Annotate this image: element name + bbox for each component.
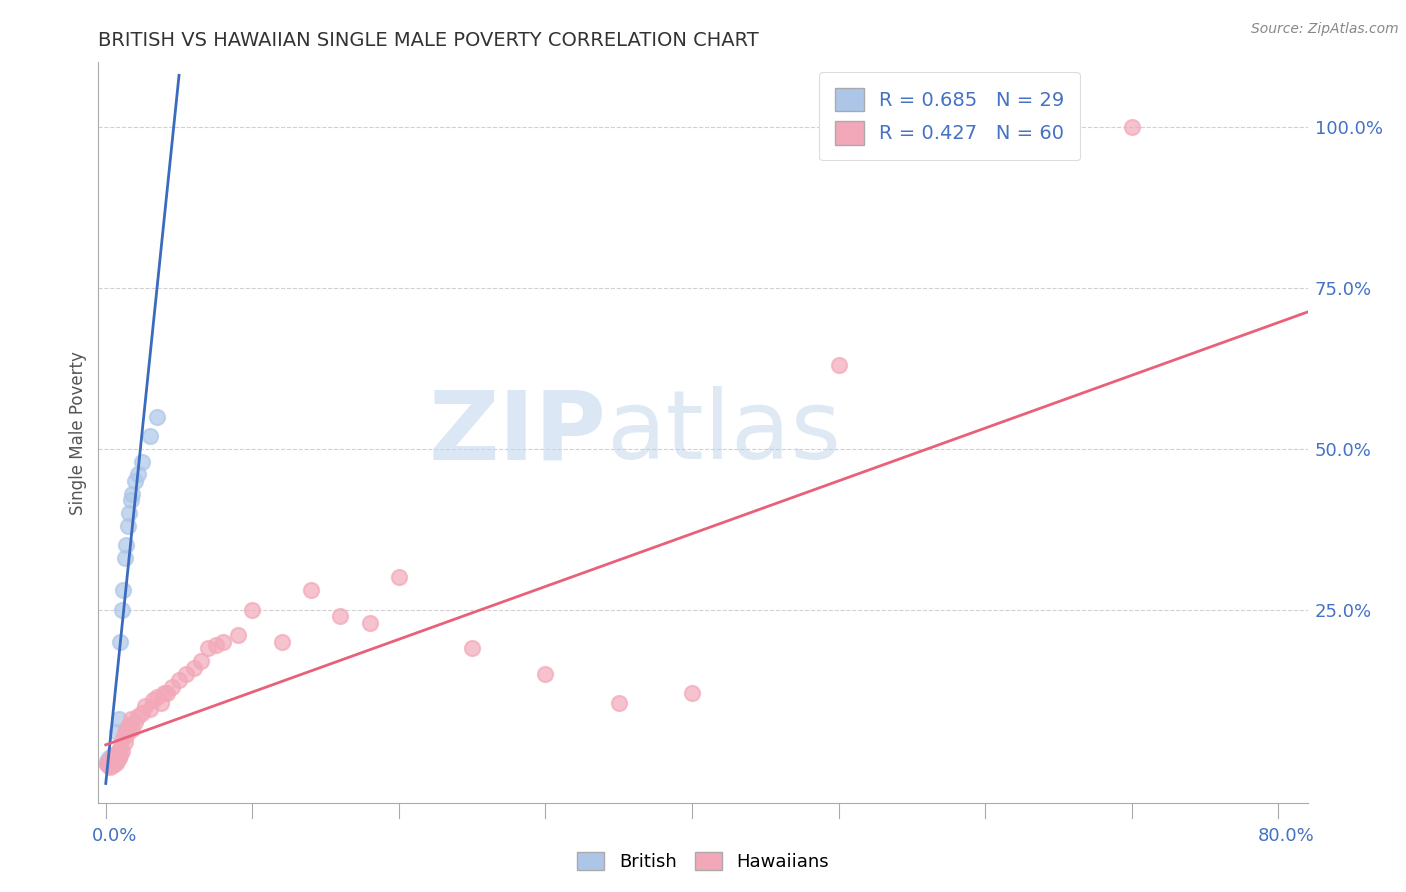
Point — [105, 756, 128, 770]
Point — [96, 757, 118, 772]
Point — [120, 493, 142, 508]
Point — [101, 747, 124, 762]
Point — [96, 757, 118, 772]
Point — [110, 741, 132, 756]
Point — [117, 718, 139, 732]
Text: 80.0%: 80.0% — [1258, 827, 1315, 845]
Point — [98, 756, 121, 770]
Point — [146, 690, 169, 704]
Point — [131, 706, 153, 720]
Point — [160, 680, 183, 694]
Point — [121, 487, 143, 501]
Point — [176, 667, 198, 681]
Point — [197, 641, 219, 656]
Text: atlas: atlas — [606, 386, 841, 479]
Point — [134, 699, 156, 714]
Point — [98, 752, 121, 766]
Point — [108, 750, 131, 764]
Point — [117, 725, 139, 739]
Point — [114, 551, 136, 566]
Point — [150, 696, 173, 710]
Point — [118, 722, 141, 736]
Point — [124, 715, 146, 730]
Point — [97, 754, 120, 768]
Point — [98, 754, 121, 768]
Point — [111, 602, 134, 616]
Point — [100, 757, 122, 772]
Point — [105, 747, 128, 762]
Point — [100, 749, 122, 764]
Point — [110, 635, 132, 649]
Point — [107, 754, 129, 768]
Point — [153, 686, 176, 700]
Point — [388, 570, 411, 584]
Point — [117, 519, 139, 533]
Point — [105, 750, 128, 764]
Point — [103, 750, 125, 764]
Point — [103, 747, 125, 762]
Point — [121, 722, 143, 736]
Point — [299, 583, 322, 598]
Point — [167, 673, 190, 688]
Legend: British, Hawaiians: British, Hawaiians — [569, 845, 837, 879]
Point — [97, 758, 120, 772]
Point — [103, 754, 125, 768]
Point — [101, 752, 124, 766]
Point — [124, 474, 146, 488]
Point — [127, 709, 149, 723]
Point — [138, 429, 160, 443]
Point — [103, 754, 125, 768]
Point — [118, 506, 141, 520]
Point — [114, 734, 136, 748]
Point — [142, 693, 165, 707]
Point — [607, 696, 630, 710]
Point — [212, 635, 235, 649]
Point — [183, 660, 205, 674]
Point — [1121, 120, 1143, 134]
Legend: R = 0.685   N = 29, R = 0.427   N = 60: R = 0.685 N = 29, R = 0.427 N = 60 — [820, 72, 1080, 161]
Point — [101, 757, 124, 772]
Y-axis label: Single Male Poverty: Single Male Poverty — [69, 351, 87, 515]
Point — [114, 725, 136, 739]
Point — [127, 467, 149, 482]
Text: 0.0%: 0.0% — [91, 827, 136, 845]
Point — [226, 628, 249, 642]
Point — [461, 641, 484, 656]
Point — [101, 758, 124, 772]
Point — [204, 638, 226, 652]
Text: Source: ZipAtlas.com: Source: ZipAtlas.com — [1251, 22, 1399, 37]
Point — [146, 409, 169, 424]
Point — [827, 358, 849, 372]
Point — [112, 583, 135, 598]
Point — [110, 747, 132, 762]
Point — [108, 712, 131, 726]
Point — [108, 744, 131, 758]
Point — [156, 686, 179, 700]
Point — [329, 609, 352, 624]
Point — [115, 728, 138, 742]
Point — [138, 702, 160, 716]
Point — [100, 750, 122, 764]
Point — [100, 754, 122, 768]
Point — [115, 538, 138, 552]
Point — [190, 654, 212, 668]
Point — [96, 754, 118, 768]
Point — [107, 725, 129, 739]
Point — [120, 712, 142, 726]
Point — [131, 454, 153, 468]
Point — [240, 602, 263, 616]
Point — [359, 615, 381, 630]
Point — [112, 731, 135, 746]
Point — [98, 760, 121, 774]
Point — [107, 749, 129, 764]
Point — [97, 757, 120, 772]
Point — [534, 667, 557, 681]
Text: ZIP: ZIP — [429, 386, 606, 479]
Point — [681, 686, 703, 700]
Text: BRITISH VS HAWAIIAN SINGLE MALE POVERTY CORRELATION CHART: BRITISH VS HAWAIIAN SINGLE MALE POVERTY … — [98, 30, 759, 50]
Point — [270, 635, 292, 649]
Point — [111, 744, 134, 758]
Point — [97, 750, 120, 764]
